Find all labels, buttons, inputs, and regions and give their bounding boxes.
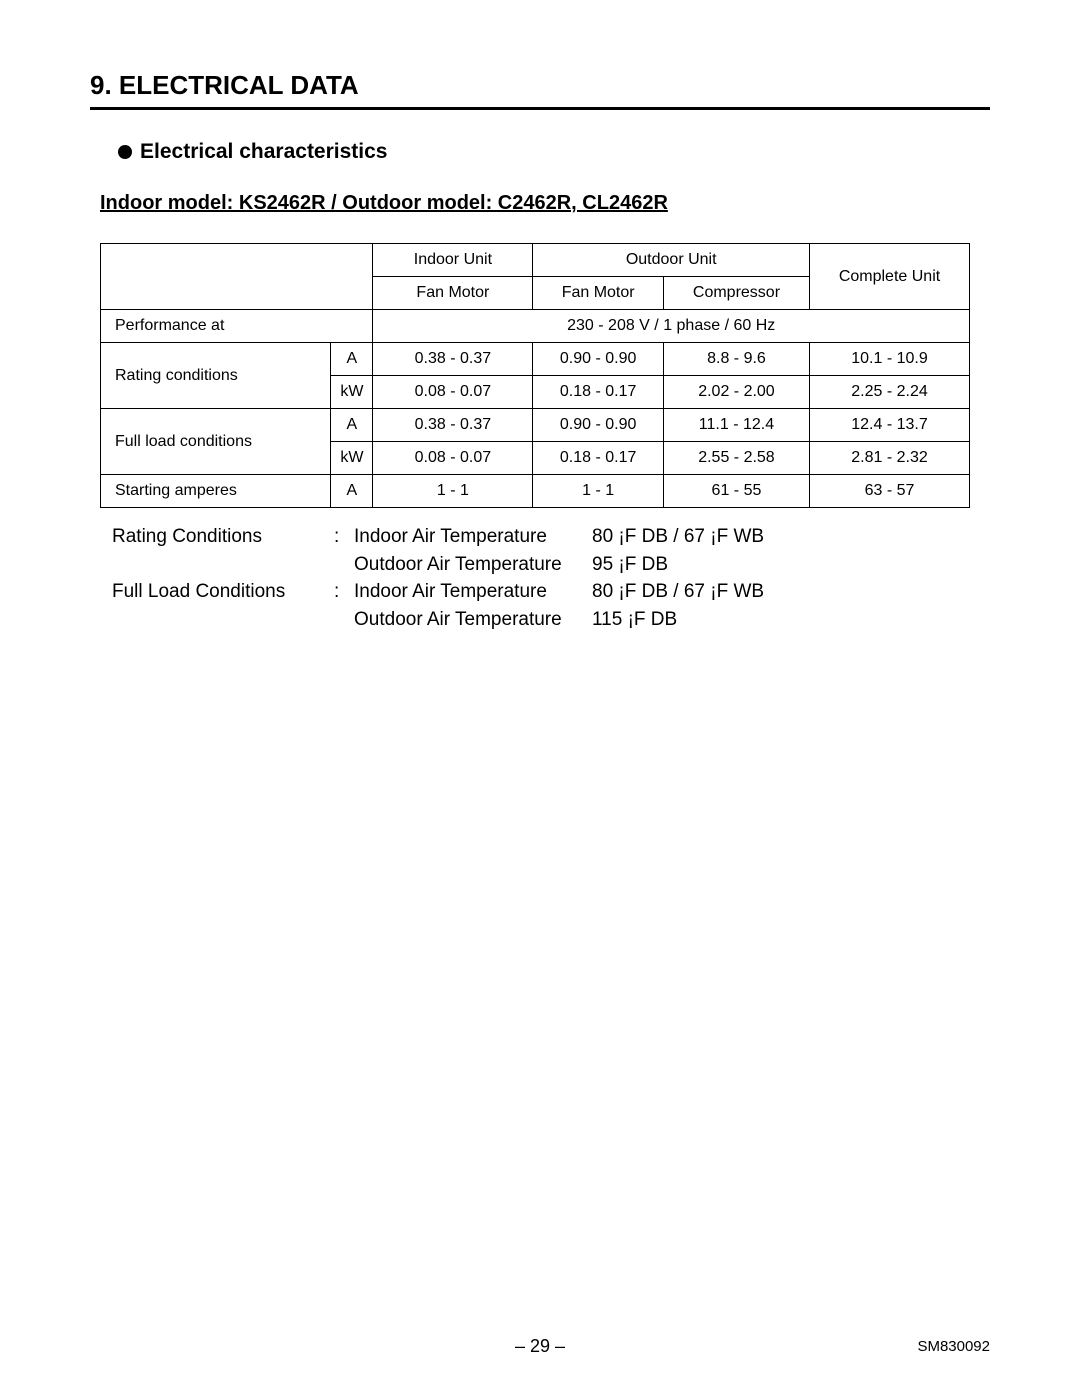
header-fan-motor-outdoor: Fan Motor bbox=[533, 277, 664, 310]
document-code: SM830092 bbox=[917, 1338, 990, 1355]
header-outdoor-unit: Outdoor Unit bbox=[533, 244, 810, 277]
header-indoor-unit: Indoor Unit bbox=[373, 244, 533, 277]
colon: : bbox=[334, 524, 352, 550]
row-rating-label: Rating conditions bbox=[101, 343, 331, 409]
cond-outdoor-air: Outdoor Air Temperature bbox=[354, 607, 590, 633]
cell-value: 1 - 1 bbox=[373, 475, 533, 508]
cell-unit: A bbox=[331, 475, 373, 508]
bullet-icon bbox=[118, 145, 132, 159]
cell-unit: kW bbox=[331, 442, 373, 475]
header-fan-motor-indoor: Fan Motor bbox=[373, 277, 533, 310]
cell-value: 0.38 - 0.37 bbox=[373, 343, 533, 376]
subsection-heading: Electrical characteristics bbox=[118, 140, 990, 164]
cell-value: 2.55 - 2.58 bbox=[663, 442, 809, 475]
section-heading: 9. ELECTRICAL DATA bbox=[90, 70, 990, 110]
row-starting-label: Starting amperes bbox=[101, 475, 331, 508]
header-compressor: Compressor bbox=[663, 277, 809, 310]
cell-unit: kW bbox=[331, 376, 373, 409]
row-fullload-label: Full load conditions bbox=[101, 409, 331, 475]
row-performance-label: Performance at bbox=[101, 310, 373, 343]
model-line: Indoor model: KS2462R / Outdoor model: C… bbox=[100, 192, 990, 215]
cell-unit: A bbox=[331, 409, 373, 442]
cell-value: 0.18 - 0.17 bbox=[533, 376, 664, 409]
cell-value: 0.90 - 0.90 bbox=[533, 343, 664, 376]
cond-rating-indoor-val: 80 ¡F DB / 67 ¡F WB bbox=[592, 524, 770, 550]
cell-value: 0.18 - 0.17 bbox=[533, 442, 664, 475]
cell-value: 0.08 - 0.07 bbox=[373, 442, 533, 475]
cond-fullload-indoor-val: 80 ¡F DB / 67 ¡F WB bbox=[592, 579, 770, 605]
cond-fullload-label: Full Load Conditions bbox=[112, 579, 332, 605]
cell-value: 61 - 55 bbox=[663, 475, 809, 508]
colon: : bbox=[334, 579, 352, 605]
cell-value: 0.38 - 0.37 bbox=[373, 409, 533, 442]
electrical-data-table: Indoor Unit Outdoor Unit Complete Unit F… bbox=[100, 243, 970, 508]
cond-indoor-air: Indoor Air Temperature bbox=[354, 524, 590, 550]
cell-value: 12.4 - 13.7 bbox=[810, 409, 970, 442]
blank-header bbox=[101, 244, 373, 310]
header-complete-unit: Complete Unit bbox=[810, 244, 970, 310]
cond-outdoor-air: Outdoor Air Temperature bbox=[354, 552, 590, 578]
cell-value: 11.1 - 12.4 bbox=[663, 409, 809, 442]
cell-value: 0.08 - 0.07 bbox=[373, 376, 533, 409]
conditions-notes: Rating Conditions : Indoor Air Temperatu… bbox=[110, 522, 772, 635]
cell-value: 8.8 - 9.6 bbox=[663, 343, 809, 376]
cond-indoor-air: Indoor Air Temperature bbox=[354, 579, 590, 605]
cell-value: 10.1 - 10.9 bbox=[810, 343, 970, 376]
cond-rating-label: Rating Conditions bbox=[112, 524, 332, 550]
cond-rating-outdoor-val: 95 ¡F DB bbox=[592, 552, 770, 578]
cell-value: 2.81 - 2.32 bbox=[810, 442, 970, 475]
row-performance-value: 230 - 208 V / 1 phase / 60 Hz bbox=[373, 310, 970, 343]
cell-value: 63 - 57 bbox=[810, 475, 970, 508]
cell-value: 1 - 1 bbox=[533, 475, 664, 508]
cell-value: 2.02 - 2.00 bbox=[663, 376, 809, 409]
cond-fullload-outdoor-val: 115 ¡F DB bbox=[592, 607, 770, 633]
subsection-text: Electrical characteristics bbox=[140, 140, 388, 163]
cell-value: 0.90 - 0.90 bbox=[533, 409, 664, 442]
cell-unit: A bbox=[331, 343, 373, 376]
cell-value: 2.25 - 2.24 bbox=[810, 376, 970, 409]
